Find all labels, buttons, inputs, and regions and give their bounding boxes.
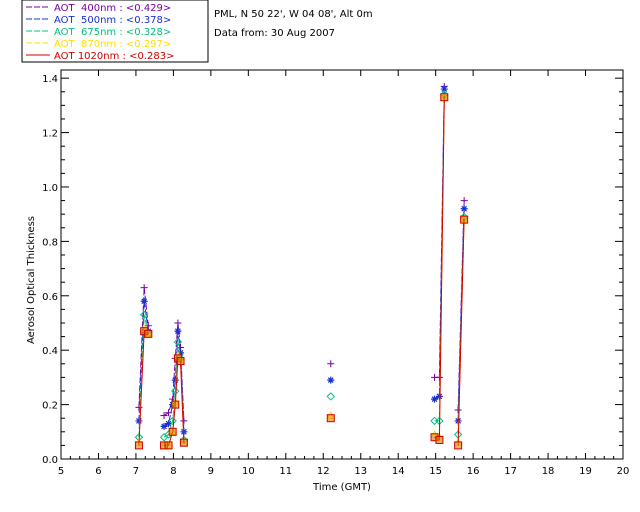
x-tick-label: 13 [354, 466, 367, 477]
data-point [135, 417, 143, 425]
legend-entry: AOT 870nm : <0.297> [54, 39, 171, 50]
data-point [140, 284, 148, 292]
data-point [326, 414, 335, 423]
data-point [327, 360, 335, 368]
data-point [454, 441, 463, 450]
x-tick-label: 14 [392, 466, 405, 477]
data-point [171, 376, 179, 384]
x-tick-label: 20 [617, 466, 630, 477]
x-tick-label: 6 [95, 466, 101, 477]
data-point [326, 392, 335, 401]
y-tick-label: 0.6 [42, 292, 58, 303]
y-tick-label: 0.2 [42, 401, 58, 412]
data-point [177, 349, 185, 357]
series-1 [135, 85, 468, 436]
x-tick-label: 16 [467, 466, 480, 477]
series-line [138, 301, 149, 421]
legend-box [21, 0, 209, 63]
data-point [327, 376, 335, 384]
data-point [171, 400, 180, 409]
x-tick-label: 8 [170, 466, 176, 477]
chart-title-location: PML, N 50 22', W 04 08', Alt 0m [214, 9, 373, 20]
legend: AOT 400nm : <0.429>AOT 500nm : <0.378>AO… [21, 0, 209, 63]
plot-area [60, 69, 624, 460]
series-0 [135, 82, 468, 425]
y-axis: 0.0 0.2 0.4 0.6 0.8 1.0 1.2 1.4 [42, 74, 623, 466]
data-point [179, 438, 188, 447]
data-point [440, 85, 448, 93]
data-point [440, 93, 449, 102]
x-tick-label: 11 [279, 466, 292, 477]
data-point [160, 422, 168, 430]
y-tick-label: 1.4 [42, 74, 58, 85]
y-axis-label: Aerosol Optical Thickness [26, 216, 37, 344]
data-point [160, 411, 168, 419]
data-point [168, 427, 177, 436]
x-axis: 5 6 7 8 9 10 11 12 13 14 15 16 17 18 19 20 [58, 70, 630, 477]
data-point [431, 395, 439, 403]
chart-title-date: Data from: 30 Aug 2007 [214, 28, 335, 39]
data-point [176, 357, 185, 366]
x-tick-label: 5 [58, 466, 64, 477]
data-point [164, 441, 173, 450]
x-tick-label: 12 [317, 466, 330, 477]
data-point [460, 197, 468, 205]
x-tick-label: 18 [542, 466, 555, 477]
series-group [134, 82, 469, 450]
data-point [134, 441, 143, 450]
x-tick-label: 9 [208, 466, 214, 477]
data-point [460, 205, 468, 213]
data-point [174, 319, 182, 327]
series-line [138, 314, 149, 438]
legend-entry: AOT 1020nm : <0.283> [54, 51, 174, 62]
legend-entry: AOT 500nm : <0.378> [54, 15, 171, 26]
data-point [174, 327, 182, 335]
y-tick-label: 1.2 [42, 129, 58, 140]
series-4 [134, 93, 469, 450]
series-3 [134, 92, 469, 449]
x-tick-label: 19 [579, 466, 592, 477]
series-2 [134, 90, 469, 445]
y-tick-label: 0.8 [42, 237, 58, 248]
x-tick-label: 10 [242, 466, 255, 477]
data-point [139, 310, 149, 320]
x-axis-label: Time (GMT) [312, 482, 371, 493]
data-point [173, 337, 183, 347]
y-tick-label: 0.0 [42, 455, 58, 466]
data-point [140, 297, 148, 305]
series-line [138, 287, 149, 408]
data-point [460, 215, 469, 224]
data-point [435, 435, 444, 444]
x-tick-label: 17 [504, 466, 517, 477]
legend-entry: AOT 675nm : <0.328> [54, 27, 171, 38]
x-tick-label: 7 [133, 466, 139, 477]
x-tick-label: 15 [429, 466, 442, 477]
legend-entry: AOT 400nm : <0.429> [54, 3, 171, 14]
data-point [165, 420, 173, 428]
series-line [457, 219, 465, 446]
data-point [144, 329, 153, 338]
data-point [168, 416, 177, 426]
y-tick-label: 1.0 [42, 183, 58, 194]
y-tick-label: 0.4 [42, 346, 58, 357]
